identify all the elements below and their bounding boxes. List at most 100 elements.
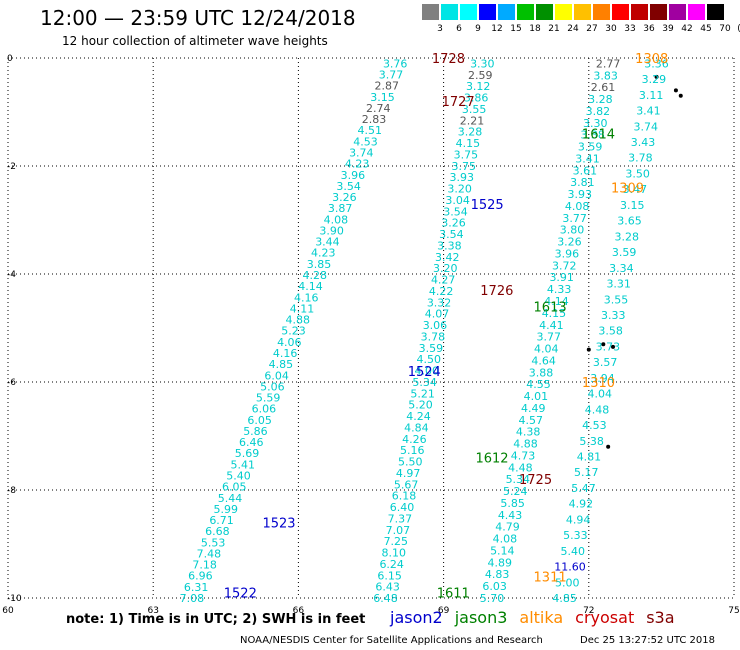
swh-value: 4.00 [414, 365, 439, 378]
swh-value: 2.59 [468, 69, 493, 82]
satellite-label-s3a: s3a [646, 608, 675, 627]
pass-label: 1308 [635, 52, 668, 67]
swh-value: 3.11 [639, 89, 664, 102]
lon-tick-label: 63 [147, 606, 158, 616]
swh-value: 3.77 [379, 69, 404, 82]
swh-value: 6.46 [239, 436, 264, 449]
swh-value: 2.87 [374, 80, 399, 93]
swh-value: 7.48 [197, 547, 222, 560]
swh-value: 3.96 [341, 169, 366, 182]
legend-label: 15 [510, 24, 522, 34]
swh-value: 3.93 [568, 188, 593, 201]
swh-value: 3.90 [319, 224, 344, 237]
legend-label: 6 [456, 24, 462, 34]
satellite-label-jason3: jason3 [454, 608, 508, 627]
lon-tick-label: 66 [293, 606, 305, 616]
swh-value: 3.32 [427, 296, 452, 309]
swh-value: 5.23 [281, 325, 306, 338]
swh-value: 4.22 [429, 285, 454, 298]
swh-value: 4.51 [358, 124, 383, 137]
swh-value: 3.81 [570, 176, 595, 189]
swh-value: 2.74 [366, 102, 391, 115]
swh-value: 5.44 [218, 492, 243, 505]
swh-value: 5.17 [574, 466, 599, 479]
swh-value: 4.11 [290, 302, 315, 315]
legend-swatch [574, 4, 591, 20]
swh-value: 4.79 [495, 521, 520, 534]
pass-label: 1727 [442, 95, 475, 110]
swh-value: 4.48 [585, 403, 610, 416]
island-marker [606, 444, 611, 449]
legend-label: 9 [475, 24, 481, 34]
swh-value: 6.15 [377, 569, 402, 582]
swh-value: 4.81 [577, 450, 602, 463]
island-marker [611, 344, 615, 349]
swh-value: 4.53 [582, 419, 607, 432]
legend-label: 42 [681, 24, 693, 34]
swh-value: 3.93 [449, 171, 474, 184]
swh-value: 3.47 [623, 183, 648, 196]
swh-value: 6.31 [184, 581, 209, 594]
swh-value: 5.53 [201, 536, 226, 549]
satellite-label-cryosat: cryosat [575, 608, 635, 627]
swh-value: 3.30 [583, 117, 608, 130]
swh-value: 4.04 [534, 343, 559, 356]
swh-value: 2.21 [460, 114, 485, 127]
swh-value: 3.43 [631, 136, 656, 149]
swh-value: 5.00 [555, 576, 580, 589]
legend-swatch [707, 4, 724, 20]
swh-value: 3.31 [606, 278, 631, 291]
swh-value: 3.82 [586, 105, 611, 118]
swh-value: 5.41 [230, 458, 255, 471]
swh-value: 3.94 [590, 372, 615, 385]
swh-value: 6.68 [205, 525, 230, 538]
swh-value: 4.26 [402, 433, 427, 446]
swh-value: 3.83 [593, 69, 618, 82]
lat-tick-label: -8 [7, 486, 16, 496]
swh-value: 3.50 [625, 167, 650, 180]
pass-label: 1522 [224, 587, 257, 602]
swh-value: 3.80 [560, 224, 585, 237]
swh-value: 4.83 [485, 568, 510, 581]
swh-value: 3.57 [593, 356, 618, 369]
map-subtitle: 12 hour collection of altimeter wave hei… [62, 34, 328, 48]
satellite-label-altika: altika [519, 608, 564, 627]
pass-label: 1309 [611, 182, 644, 197]
legend-swatch [631, 4, 648, 20]
swh-value: 6.06 [252, 403, 277, 416]
swh-value: 3.30 [470, 57, 495, 70]
island-marker [673, 88, 678, 93]
swh-value: 5.16 [400, 444, 425, 457]
swh-value: 5.33 [563, 529, 588, 542]
timestamp: Dec 25 13:27:52 UTC 2018 [580, 635, 715, 646]
lat-tick-label: -10 [7, 594, 22, 604]
swh-value: 4.49 [521, 402, 546, 415]
swh-value: 3.26 [557, 236, 582, 249]
swh-value: 7.07 [386, 524, 411, 537]
swh-value: 6.04 [264, 369, 289, 382]
legend-label: 39 [662, 24, 674, 34]
legend-swatch [669, 4, 686, 20]
swh-value: 4.15 [456, 137, 481, 150]
swh-value: 3.34 [609, 262, 634, 275]
legend-label: (ft) [734, 24, 740, 34]
swh-value: 11.60 [554, 561, 586, 574]
swh-value: 5.67 [394, 478, 419, 491]
swh-value: 4.94 [566, 513, 591, 526]
swh-value: 8.10 [382, 547, 407, 560]
swh-value: 4.08 [493, 533, 518, 546]
swh-value: 3.26 [332, 191, 357, 204]
swh-value: 5.14 [490, 544, 515, 557]
swh-value: 3.73 [596, 340, 621, 353]
swh-value: 4.85 [269, 358, 294, 371]
swh-value: 3.41 [636, 105, 661, 118]
swh-value: 6.48 [373, 592, 398, 605]
swh-value: 3.44 [315, 236, 340, 249]
swh-value: 5.69 [235, 447, 260, 460]
swh-value: 4.08 [324, 213, 349, 226]
swh-value: 3.54 [336, 180, 361, 193]
lon-tick-label: 60 [2, 606, 14, 616]
swh-value: 4.41 [539, 319, 564, 332]
swh-value: 4.55 [526, 378, 551, 391]
swh-value: 4.73 [511, 449, 536, 462]
